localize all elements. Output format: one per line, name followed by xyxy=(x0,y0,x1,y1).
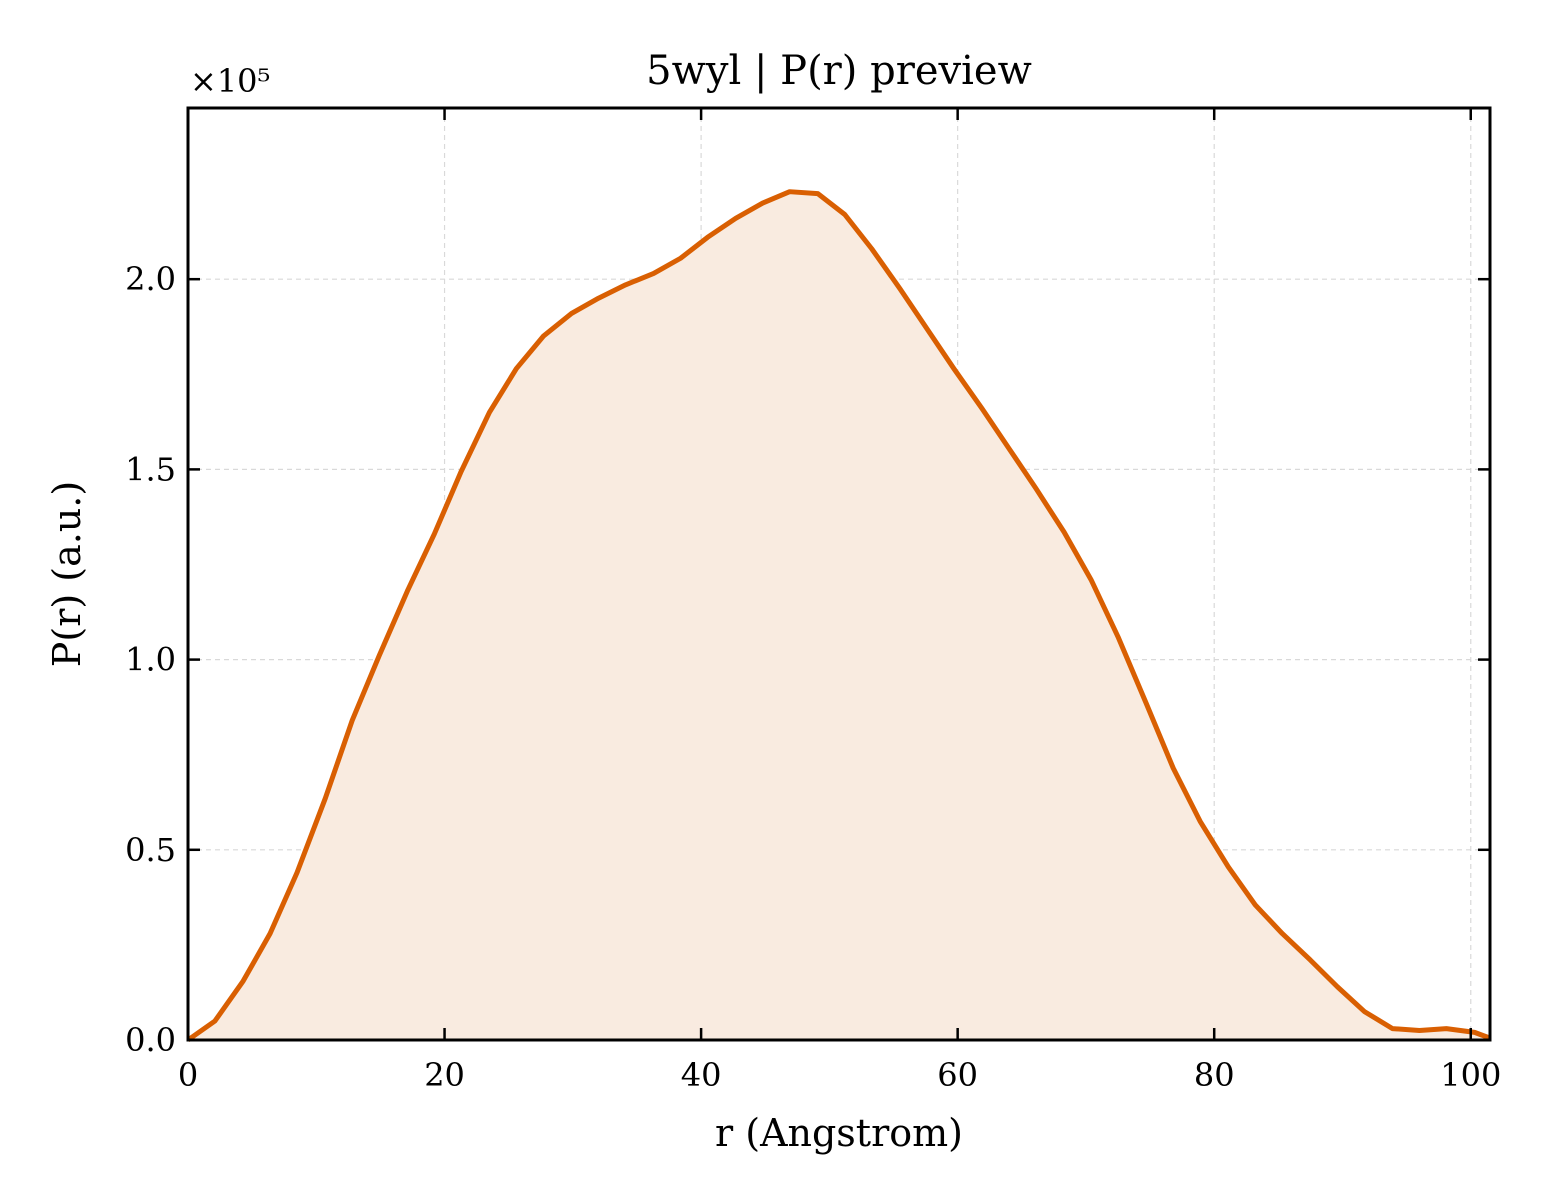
y-tick-label: 1.5 xyxy=(125,450,176,488)
data-line xyxy=(186,189,1491,1043)
y-tick-label: 0.5 xyxy=(125,831,176,869)
x-tick-label: 40 xyxy=(681,1056,722,1094)
plot-frame xyxy=(186,106,1492,1042)
chart-title: 5wyl | P(r) preview xyxy=(646,48,1032,94)
x-tick-label: 60 xyxy=(937,1056,978,1094)
area-fill xyxy=(188,191,1490,1040)
y-tick-label: 2.0 xyxy=(125,260,176,298)
y-tick-label: 0.0 xyxy=(125,1021,176,1059)
axis-ticks: 0 20 40 60 80 100 0.0 0.5 1.0 1.5 2.0 xyxy=(125,108,1501,1094)
y-axis-label: P(r) (a.u.) xyxy=(45,481,89,667)
x-tick-label: 0 xyxy=(178,1056,198,1094)
x-tick-label: 80 xyxy=(1194,1056,1235,1094)
x-tick-label: 100 xyxy=(1440,1056,1501,1094)
y-offset-text: ×10⁵ xyxy=(190,62,270,100)
y-tick-label: 1.0 xyxy=(125,641,176,679)
x-tick-label: 20 xyxy=(424,1056,465,1094)
x-axis-label: r (Angstrom) xyxy=(715,1111,963,1155)
